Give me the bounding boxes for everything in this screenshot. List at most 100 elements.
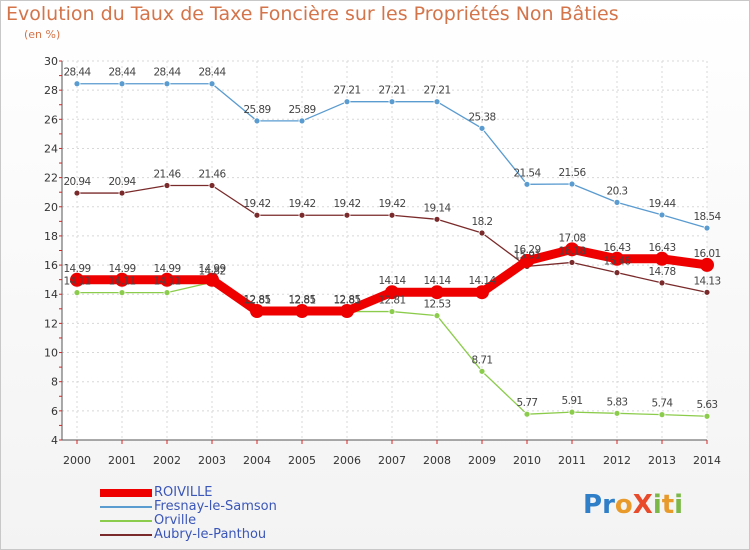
data-label-orville: 14.11 <box>153 276 180 288</box>
data-label-aubry-le-panthou: 14.13 <box>693 275 720 287</box>
data-label-fresnay-le-samson: 25.89 <box>243 104 270 116</box>
y-tick-label: 4 <box>51 434 58 447</box>
data-label-orville: 14.82 <box>198 265 225 277</box>
data-point-orville <box>523 410 531 418</box>
chart-title: Evolution du Taux de Taxe Foncière sur l… <box>6 3 619 25</box>
y-tick-label: 18 <box>44 230 58 243</box>
data-point-fresnay-le-samson <box>433 98 441 106</box>
data-point-roiville <box>295 303 309 318</box>
data-label-roiville: 16.01 <box>693 248 720 260</box>
data-point-aubry-le-panthou <box>388 211 396 219</box>
proxiti-logo: ProXiti <box>583 490 683 520</box>
y-tick-label: 14 <box>44 288 58 301</box>
data-point-orville <box>478 367 486 375</box>
data-label-fresnay-le-samson: 21.54 <box>513 167 541 179</box>
x-tick-label: 2004 <box>243 454 271 467</box>
data-point-fresnay-le-samson <box>208 80 216 88</box>
x-tick-label: 2007 <box>378 454 406 467</box>
data-point-orville <box>73 289 81 297</box>
data-label-fresnay-le-samson: 28.44 <box>153 67 181 79</box>
data-point-roiville <box>160 272 174 287</box>
y-tick-label: 28 <box>44 84 58 97</box>
data-point-fresnay-le-samson <box>343 98 351 106</box>
data-label-roiville: 12.85 <box>288 294 315 306</box>
x-tick-label: 2009 <box>468 454 496 467</box>
data-label-aubry-le-panthou: 21.46 <box>198 168 226 180</box>
data-label-fresnay-le-samson: 25.89 <box>288 104 315 116</box>
data-point-aubry-le-panthou <box>208 182 216 189</box>
data-label-roiville: 16.29 <box>513 244 540 256</box>
data-label-orville: 12.81 <box>243 295 270 307</box>
data-point-aubry-le-panthou <box>478 229 486 237</box>
data-point-fresnay-le-samson <box>658 211 666 219</box>
data-point-roiville <box>385 285 399 300</box>
data-label-orville: 5.63 <box>697 399 718 411</box>
data-point-fresnay-le-samson <box>298 117 306 125</box>
y-tick-label: 24 <box>44 142 58 155</box>
data-point-roiville <box>610 251 624 266</box>
data-point-roiville <box>340 303 354 318</box>
x-tick-label: 2002 <box>153 454 181 467</box>
data-label-fresnay-le-samson: 28.44 <box>198 67 226 79</box>
data-label-roiville: 14.99 <box>198 263 225 275</box>
data-label-fresnay-le-samson: 25.38 <box>468 111 495 123</box>
legend-swatch-roiville <box>100 489 152 497</box>
data-point-fresnay-le-samson <box>478 124 486 132</box>
data-point-fresnay-le-samson <box>253 117 261 125</box>
data-label-roiville: 14.14 <box>423 275 451 287</box>
data-label-aubry-le-panthou: 15.91 <box>513 249 540 261</box>
data-point-aubry-le-panthou <box>433 215 441 223</box>
data-point-aubry-le-panthou <box>163 182 171 189</box>
data-point-aubry-le-panthou <box>658 279 666 287</box>
data-point-orville <box>118 289 126 297</box>
logo-letter: r <box>602 490 615 520</box>
data-label-orville: 8.71 <box>472 354 493 366</box>
data-label-roiville: 16.43 <box>603 242 630 254</box>
data-label-fresnay-le-samson: 28.44 <box>108 67 136 79</box>
data-point-roiville <box>655 251 669 266</box>
data-label-aubry-le-panthou: 15.48 <box>603 256 630 268</box>
y-tick-label: 8 <box>51 376 58 389</box>
data-label-roiville: 12.85 <box>333 294 360 306</box>
data-label-roiville: 16.43 <box>648 242 675 254</box>
y-tick-label: 22 <box>44 172 58 185</box>
data-point-roiville <box>250 303 264 318</box>
y-tick-label: 30 <box>44 55 58 68</box>
data-point-orville <box>388 308 396 315</box>
data-label-fresnay-le-samson: 27.21 <box>378 85 405 97</box>
data-point-aubry-le-panthou <box>343 211 351 219</box>
data-label-fresnay-le-samson: 18.54 <box>693 211 721 223</box>
legend-swatch-fresnay <box>100 506 152 508</box>
data-label-aubry-le-panthou: 19.42 <box>288 198 315 210</box>
data-label-aubry-le-panthou: 19.42 <box>378 198 405 210</box>
legend-label-aubry: Aubry-le-Panthou <box>154 527 267 542</box>
data-point-aubry-le-panthou <box>568 259 576 266</box>
data-point-roiville <box>430 285 444 300</box>
logo-letter: o <box>614 490 633 520</box>
legend-label-fresnay: Fresnay-le-Samson <box>154 499 277 514</box>
logo-letter: t <box>661 490 675 520</box>
data-point-fresnay-le-samson <box>73 80 81 88</box>
data-label-orville: 5.83 <box>607 396 628 408</box>
data-point-orville <box>703 412 711 420</box>
data-point-roiville <box>70 272 84 287</box>
data-label-roiville: 17.08 <box>558 232 585 244</box>
data-label-roiville: 12.85 <box>243 294 270 306</box>
x-tick-label: 2001 <box>108 454 136 467</box>
data-label-roiville: 14.14 <box>468 275 496 287</box>
x-tick-label: 2014 <box>693 454 721 467</box>
data-label-fresnay-le-samson: 19.44 <box>648 198 676 210</box>
data-label-aubry-le-panthou: 16.18 <box>558 245 585 257</box>
data-label-aubry-le-panthou: 18.2 <box>472 216 493 228</box>
data-label-fresnay-le-samson: 21.56 <box>558 167 586 179</box>
data-label-fresnay-le-samson: 27.21 <box>423 85 450 97</box>
data-point-aubry-le-panthou <box>703 288 711 296</box>
data-label-roiville: 14.99 <box>153 263 180 275</box>
x-tick-label: 2013 <box>648 454 676 467</box>
data-label-aubry-le-panthou: 19.42 <box>243 198 270 210</box>
x-tick-label: 2006 <box>333 454 361 467</box>
data-point-orville <box>163 289 171 297</box>
data-point-roiville <box>565 242 579 257</box>
legend-label-roiville: ROIVILLE <box>154 485 213 500</box>
data-point-aubry-le-panthou <box>118 189 126 197</box>
